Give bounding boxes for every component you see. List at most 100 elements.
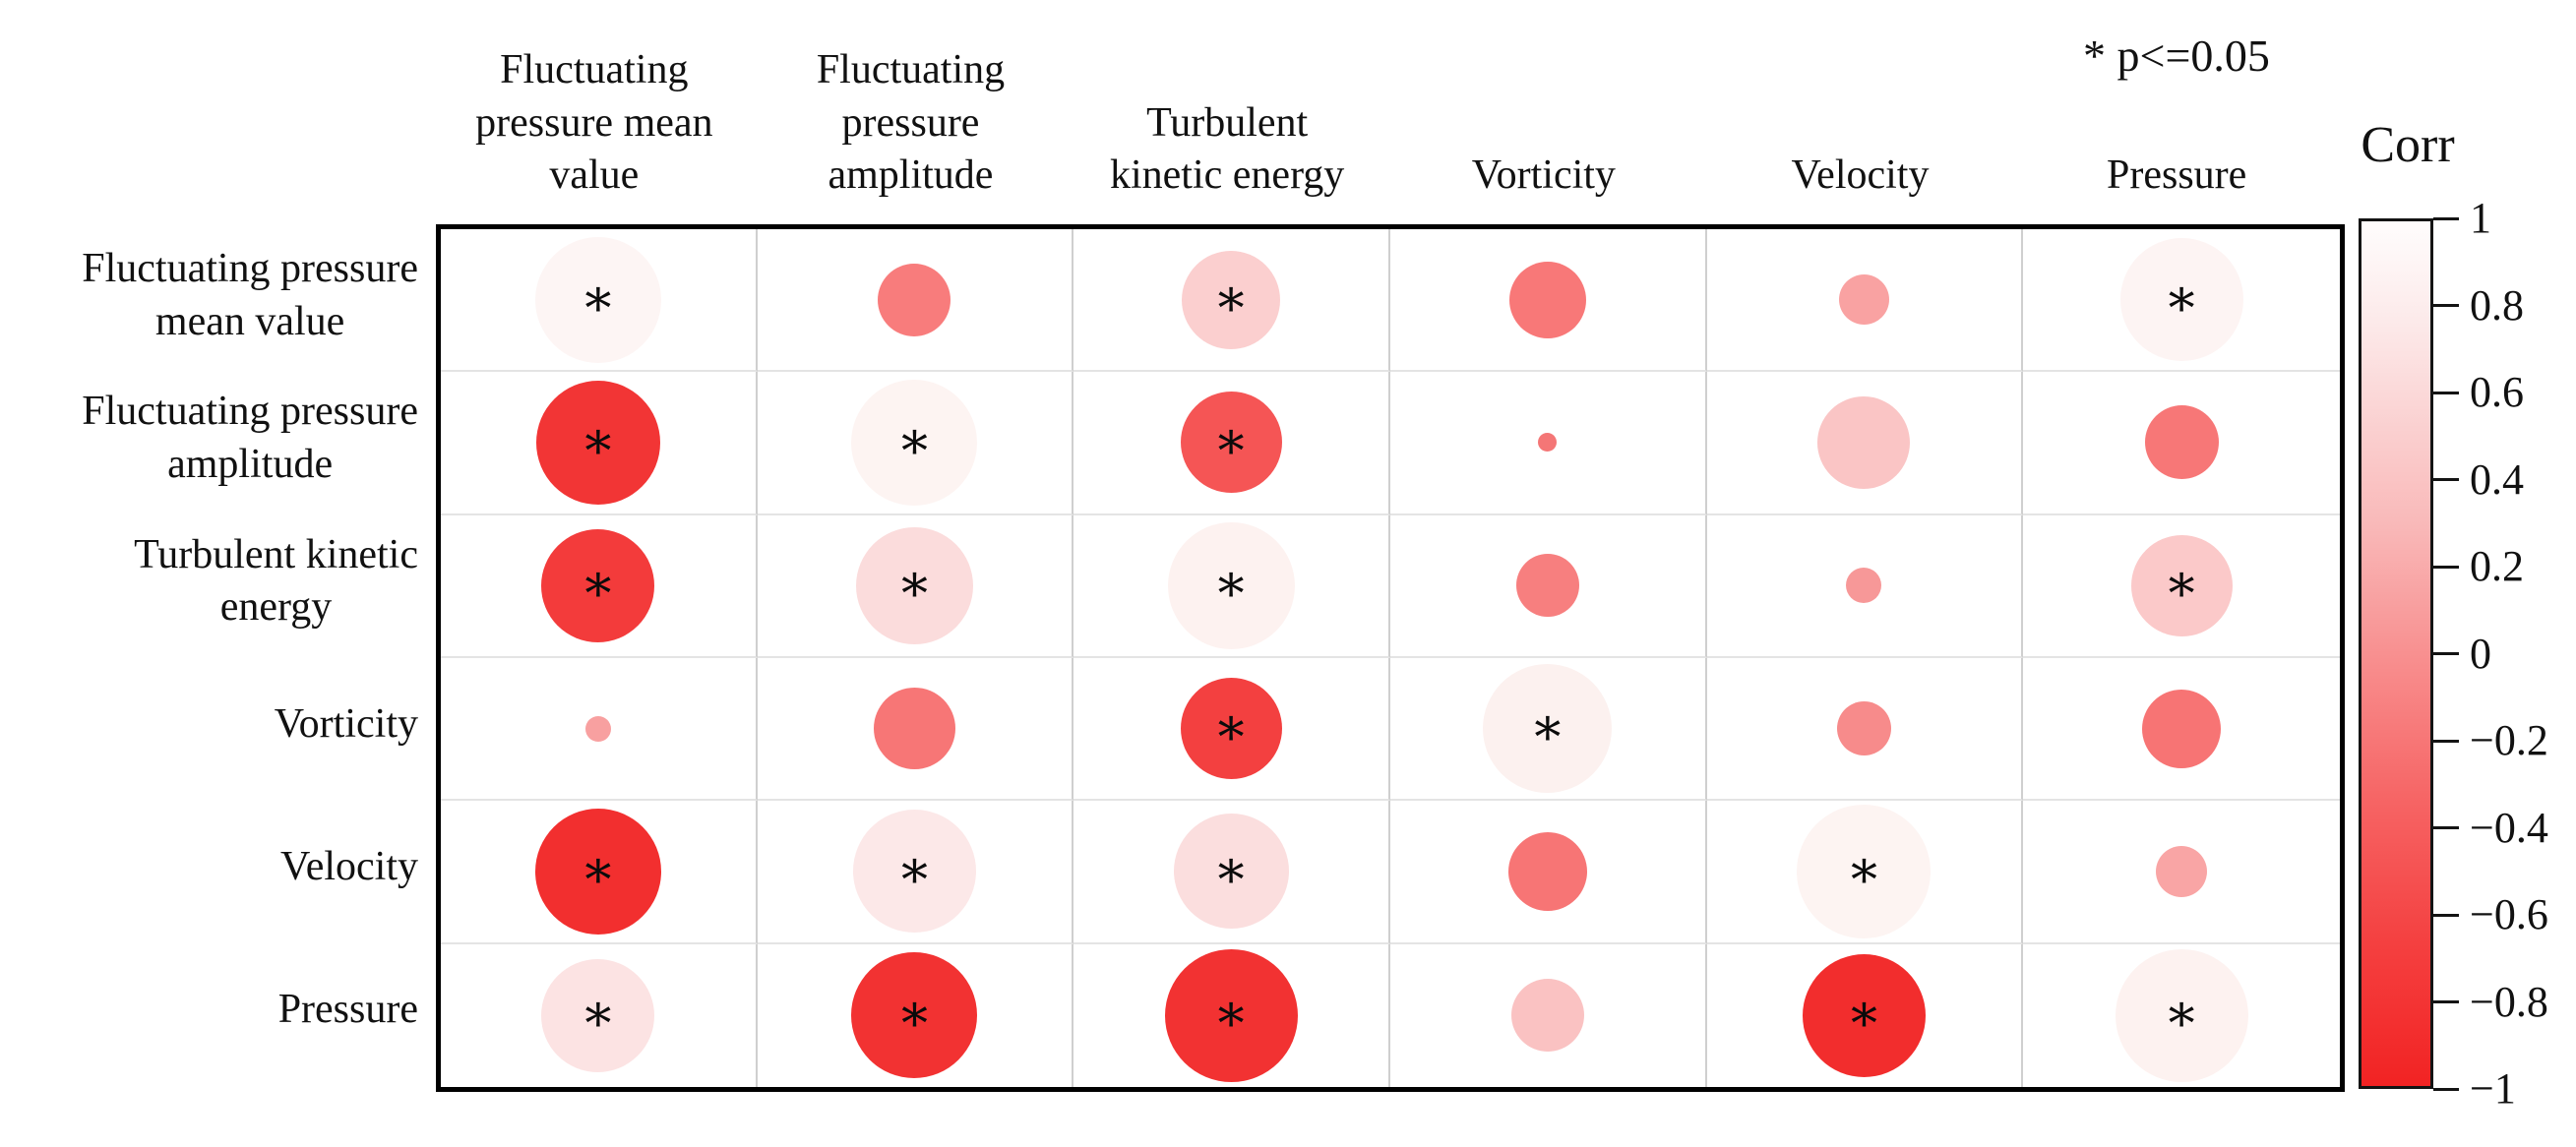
corr-cell-r3c4: [1389, 514, 1707, 658]
corr-bubble: [1836, 701, 1891, 756]
significance-asterisk: ∗: [580, 268, 617, 328]
matrix-cells: ∗ ∗ ∗ ∗ ∗ ∗ ∗ ∗ ∗ ∗ ∗ ∗ ∗ ∗ ∗ ∗ ∗ ∗ ∗ ∗ ∗: [441, 229, 2340, 1087]
colorbar-gradient: [2359, 218, 2433, 1089]
corr-bubble: ∗: [852, 810, 976, 934]
colorbar-tick: [2433, 304, 2459, 307]
corr-bubble: ∗: [534, 236, 661, 363]
corr-cell-r4c2: [757, 657, 1074, 802]
significance-asterisk: ∗: [1212, 696, 1250, 756]
col-header-vorticity: Vorticity: [1471, 152, 1616, 199]
corr-bubble: [2144, 405, 2219, 480]
corr-cell-r5c3: ∗: [1073, 801, 1390, 944]
significance-asterisk: ∗: [580, 554, 617, 614]
corr-cell-r6c6: ∗: [2023, 944, 2340, 1087]
corr-bubble: [1508, 261, 1586, 338]
corr-bubble: [1507, 831, 1587, 911]
corr-bubble: ∗: [541, 958, 655, 1072]
corr-bubble: ∗: [2130, 534, 2233, 636]
corr-cell-r3c5: [1706, 514, 2024, 658]
significance-asterisk: ∗: [896, 554, 933, 614]
corr-bubble: ∗: [1483, 664, 1613, 794]
corr-bubble: [1846, 568, 1882, 604]
row-label-pressure: Pressure: [277, 987, 418, 1033]
col-header-pressure: Pressure: [2107, 152, 2247, 199]
colorbar-tick-label: 0.6: [2470, 368, 2524, 416]
plot-area: ∗ ∗ ∗ ∗ ∗ ∗ ∗ ∗ ∗ ∗ ∗ ∗ ∗ ∗ ∗ ∗ ∗ ∗ ∗ ∗ ∗: [436, 224, 2345, 1092]
row-label-vorticity: Vorticity: [274, 700, 418, 747]
corr-cell-r5c5: ∗: [1706, 801, 2024, 944]
corr-cell-r6c1: ∗: [441, 943, 758, 1087]
colorbar-tick-label: 0.8: [2470, 280, 2524, 330]
significance-asterisk: ∗: [1846, 839, 1882, 899]
corr-bubble: [2156, 845, 2208, 897]
corr-bubble: ∗: [1167, 521, 1295, 649]
colorbar-tick: [2433, 652, 2459, 655]
corr-cell-r5c6: [2023, 801, 2340, 944]
corr-bubble: ∗: [535, 380, 660, 505]
significance-asterisk: ∗: [2163, 554, 2200, 614]
colorbar-tick-label: −1: [2470, 1064, 2516, 1113]
corr-cell-r2c5: [1706, 372, 2024, 515]
significance-asterisk: ∗: [896, 410, 933, 470]
corr-cell-r6c2: ∗: [758, 943, 1074, 1087]
corr-bubble: ∗: [1802, 953, 1926, 1077]
corr-cell-r1c5: [1706, 229, 2024, 373]
significance-asterisk: ∗: [1212, 984, 1250, 1044]
corr-bubble: ∗: [1180, 392, 1282, 494]
corr-cell-r3c2: ∗: [757, 514, 1074, 658]
colorbar-tick-label: 0.4: [2470, 454, 2524, 504]
corr-bubble: [878, 263, 951, 336]
significance-asterisk: ∗: [1212, 839, 1250, 899]
colorbar-tick-label: 1: [2470, 194, 2491, 242]
corr-cell-r1c1: ∗: [441, 229, 758, 373]
corr-bubble: ∗: [1180, 678, 1282, 780]
corr-bubble: [2142, 689, 2222, 768]
corr-cell-r3c3: ∗: [1073, 514, 1390, 658]
colorbar-tick: [2433, 913, 2459, 917]
significance-asterisk: ∗: [580, 984, 617, 1044]
colorbar-tick-label: −0.6: [2470, 890, 2548, 938]
corr-bubble: [1510, 979, 1584, 1053]
corr-bubble: ∗: [1164, 948, 1298, 1082]
corr-bubble: [873, 688, 955, 770]
corr-bubble: [1515, 554, 1579, 618]
row-label-turbulent-kinetic-energy: Turbulent kinetic energy: [134, 531, 418, 631]
col-header-turbulent-kinetic-energy: Turbulent kinetic energy: [1110, 99, 1345, 199]
colorbar-tick: [2433, 565, 2459, 569]
significance-asterisk: ∗: [2163, 268, 2200, 328]
colorbar-tick: [2433, 216, 2459, 220]
colorbar-tick: [2433, 391, 2459, 394]
corr-bubble: ∗: [855, 526, 973, 644]
significance-asterisk: ∗: [896, 839, 933, 899]
significance-asterisk: ∗: [1212, 268, 1250, 328]
corr-bubble: ∗: [851, 379, 978, 506]
significance-asterisk: ∗: [2163, 984, 2200, 1044]
corr-cell-r4c4: ∗: [1389, 657, 1707, 802]
corr-bubble: [1817, 395, 1911, 489]
col-header-fluctuating-pressure-amplitude: Fluctuating pressure amplitude: [816, 46, 1006, 199]
corr-cell-r5c2: ∗: [757, 801, 1074, 944]
significance-asterisk: ∗: [1846, 984, 1882, 1044]
corr-bubble: ∗: [541, 528, 655, 642]
colorbar-tick-label: 0.2: [2470, 542, 2524, 590]
corr-cell-r4c6: [2023, 658, 2340, 802]
corr-cell-r5c4: [1389, 801, 1707, 944]
corr-bubble: ∗: [2115, 948, 2248, 1082]
significance-asterisk: ∗: [1529, 696, 1566, 756]
colorbar-tick-label: 0: [2470, 629, 2491, 678]
corr-cell-r1c2: [757, 229, 1074, 373]
corr-cell-r5c1: ∗: [441, 801, 758, 944]
row-label-fluctuating-pressure-mean-value: Fluctuating pressure mean value: [82, 245, 418, 344]
corr-bubble: ∗: [1182, 250, 1281, 349]
corr-cell-r4c1: [441, 657, 758, 802]
significance-asterisk: ∗: [580, 410, 617, 470]
corr-cell-r2c6: [2023, 372, 2340, 515]
corr-bubble: [1538, 433, 1558, 453]
corr-bubble: ∗: [534, 808, 661, 935]
corr-cell-r2c4: [1389, 372, 1707, 515]
colorbar-title: Corr: [2361, 117, 2455, 173]
corr-bubble: ∗: [2119, 238, 2243, 362]
col-header-velocity: Velocity: [1791, 152, 1930, 199]
colorbar-tick-label: −0.4: [2470, 803, 2548, 852]
corr-cell-r4c5: [1706, 657, 2024, 802]
